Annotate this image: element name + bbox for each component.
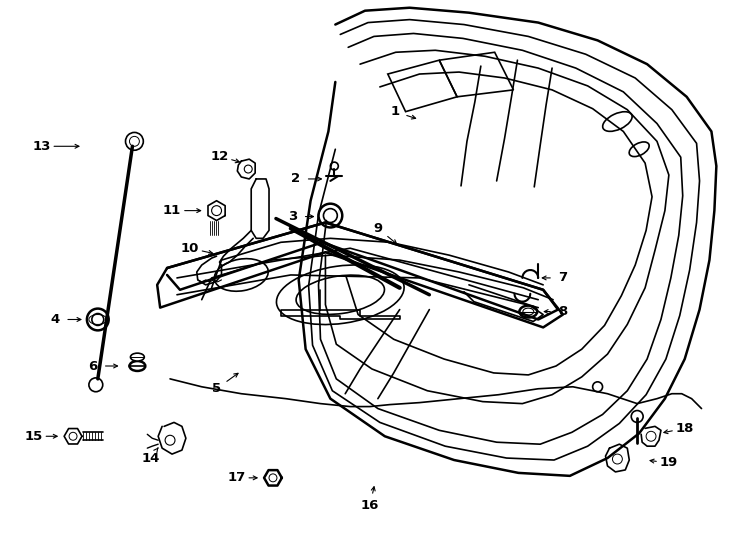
Circle shape — [87, 308, 109, 330]
Circle shape — [89, 378, 103, 392]
Circle shape — [126, 132, 143, 150]
Ellipse shape — [131, 353, 145, 361]
Text: 11: 11 — [163, 204, 181, 217]
Text: 17: 17 — [228, 471, 245, 484]
Text: 6: 6 — [88, 360, 98, 373]
Ellipse shape — [129, 361, 145, 371]
Text: 1: 1 — [390, 105, 399, 118]
Text: 7: 7 — [559, 272, 567, 285]
Text: 10: 10 — [181, 242, 199, 255]
Circle shape — [319, 204, 342, 227]
Text: 14: 14 — [141, 451, 159, 464]
Text: 15: 15 — [24, 430, 43, 443]
Ellipse shape — [520, 306, 537, 318]
Text: 2: 2 — [291, 172, 300, 185]
Text: 8: 8 — [559, 305, 567, 318]
Text: 4: 4 — [51, 313, 60, 326]
Text: 9: 9 — [374, 222, 382, 235]
Text: 19: 19 — [660, 456, 678, 469]
Text: 13: 13 — [32, 140, 51, 153]
Text: 5: 5 — [212, 382, 221, 395]
Text: 3: 3 — [288, 210, 297, 223]
Text: 18: 18 — [675, 422, 694, 435]
Circle shape — [631, 410, 643, 422]
Text: 16: 16 — [361, 499, 379, 512]
Text: 12: 12 — [211, 150, 229, 163]
